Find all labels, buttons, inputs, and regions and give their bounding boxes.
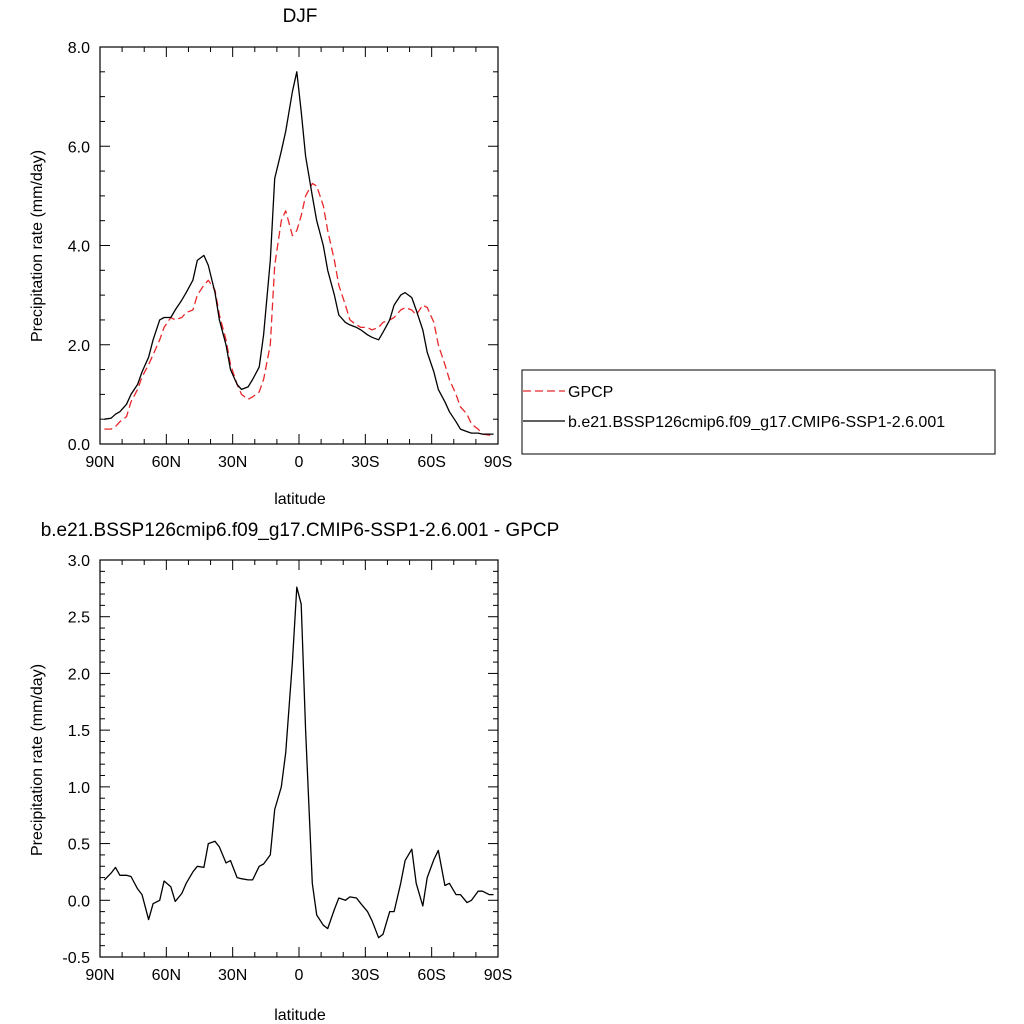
y-tick-label: 1.0 xyxy=(68,780,90,797)
y-tick-label: 2.5 xyxy=(68,610,90,627)
top-plot-area: 90N 60N 30N 0 30S 60S 90S 0.0 2.0 4.0 6.0 8.0 xyxy=(68,40,512,471)
legend-label-model: b.e21.BSSP126cmip6.f09_g17.CMIP6-SSP1-2.… xyxy=(568,414,945,431)
y-tick-label: 6.0 xyxy=(68,139,90,156)
bottom-panel: b.e21.BSSP126cmip6.f09_g17.CMIP6-SSP1-2.… xyxy=(29,520,559,1024)
y-tick-label: 0.5 xyxy=(68,837,90,854)
y-tick-label: 1.5 xyxy=(68,723,90,740)
x-tick-label: 30S xyxy=(351,967,379,984)
x-tick-label: 30N xyxy=(218,454,247,471)
y-tick-label: 0.0 xyxy=(68,893,90,910)
x-tick-label: 90S xyxy=(484,454,512,471)
series-line-model xyxy=(104,71,494,435)
x-tick-label: 90N xyxy=(85,967,114,984)
y-tick-label: -0.5 xyxy=(62,950,90,967)
top-y-axis-label: Precipitation rate (mm/day) xyxy=(29,150,46,342)
legend-label-gpcp: GPCP xyxy=(568,384,613,401)
x-tick-label: 90S xyxy=(484,967,512,984)
legend-box xyxy=(521,369,996,455)
series-line-difference xyxy=(103,586,494,939)
legend: GPCP b.e21.BSSP126cmip6.f09_g17.CMIP6-SS… xyxy=(521,369,996,455)
series-line-gpcp xyxy=(104,182,494,438)
x-tick-label: 60N xyxy=(152,454,181,471)
x-tick-label: 30N xyxy=(218,967,247,984)
bottom-plot-area: 90N 60N 30N 0 30S 60S 90S -0.5 0.0 0.5 1.0 1.5 2.0 2.… xyxy=(62,553,512,984)
y-tick-label: 0.0 xyxy=(68,437,90,454)
x-tick-label: 60S xyxy=(417,454,445,471)
x-tick-label: 0 xyxy=(295,967,304,984)
y-tick-label: 3.0 xyxy=(68,553,90,570)
top-chart-title: DJF xyxy=(283,6,318,27)
x-tick-label: 60S xyxy=(417,967,445,984)
bottom-chart-title: b.e21.BSSP126cmip6.f09_g17.CMIP6-SSP1-2.… xyxy=(41,520,560,541)
top-panel: DJF 90N 60N 30N 0 30S 60S 90S 0.0 2.0 4.0 6.0 8.0 l… xyxy=(29,6,512,508)
x-tick-label: 0 xyxy=(295,454,304,471)
top-x-axis-label: latitude xyxy=(274,491,326,508)
y-tick-label: 8.0 xyxy=(68,40,90,57)
x-tick-label: 90N xyxy=(85,454,114,471)
plot-frame xyxy=(99,46,499,445)
y-tick-label: 4.0 xyxy=(68,239,90,256)
x-tick-label: 60N xyxy=(152,967,181,984)
y-tick-label: 2.0 xyxy=(68,666,90,683)
bottom-y-axis-label: Precipitation rate (mm/day) xyxy=(29,664,46,856)
bottom-x-axis-label: latitude xyxy=(274,1007,326,1024)
y-tick-label: 2.0 xyxy=(68,338,90,355)
x-tick-label: 30S xyxy=(351,454,379,471)
